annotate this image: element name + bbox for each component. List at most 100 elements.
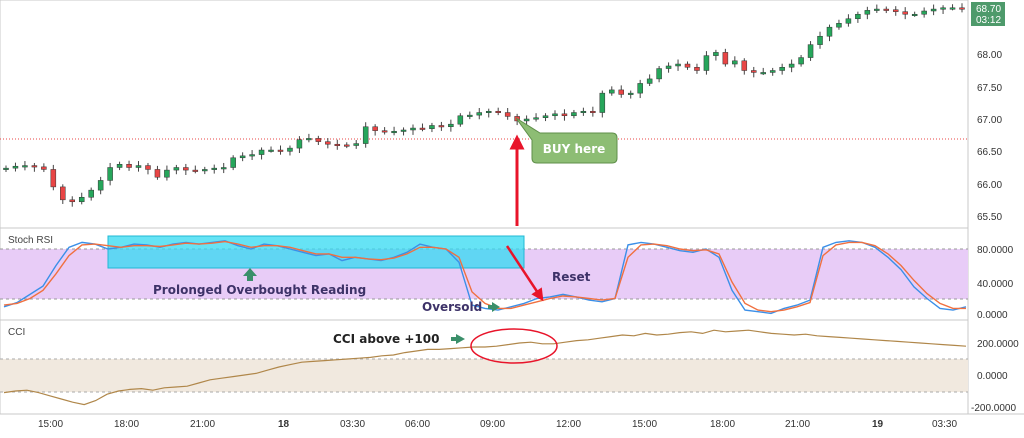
candle-body (268, 149, 274, 152)
time-tick-day: 19 (872, 419, 884, 430)
candle-body (874, 8, 880, 11)
candle-body (552, 113, 558, 117)
time-tick: 03:30 (340, 419, 365, 430)
candle-body (12, 165, 19, 169)
candle-body (97, 180, 104, 191)
candle-body (590, 110, 596, 113)
candle-body (675, 63, 681, 67)
candle-body (344, 144, 350, 147)
candle-body (22, 165, 28, 168)
stoch-rsi-title: Stoch RSI (8, 235, 53, 246)
candle-body (826, 26, 833, 37)
price-tick: 67.50 (977, 83, 1002, 94)
candle-body (807, 44, 814, 58)
candle-body (78, 196, 85, 203)
candle-body (713, 52, 719, 56)
candle-body (940, 7, 946, 10)
candle-body (732, 60, 738, 65)
candle-body (31, 165, 38, 168)
candle-body (60, 186, 66, 201)
candle-body (116, 164, 123, 168)
price-tick: 66.00 (977, 180, 1002, 191)
candle-body (429, 125, 435, 129)
candle-body (277, 149, 284, 152)
candle-body (694, 67, 700, 71)
price-axis: 65.50 66.00 66.50 67.00 67.50 68.00 68.5… (977, 18, 1002, 223)
candle-body (930, 8, 937, 12)
time-tick: 21:00 (190, 419, 215, 430)
candle-body (183, 167, 189, 171)
candle-body (485, 110, 492, 113)
countdown-label: 03:12 (976, 15, 1001, 26)
candle-body (779, 67, 785, 71)
candle-body (230, 157, 236, 168)
candle-body (855, 13, 861, 20)
candle-body (741, 60, 748, 71)
candle-body (523, 118, 530, 122)
candle-body (448, 123, 454, 128)
candle-body (883, 8, 890, 11)
candle-body (438, 125, 445, 128)
time-tick: 21:00 (785, 419, 810, 430)
cci-tick: -200.0000 (971, 403, 1016, 414)
candle-body (646, 78, 653, 84)
time-tick: 12:00 (556, 419, 581, 430)
cci-tick: 0.0000 (977, 371, 1008, 382)
candle-body (467, 114, 473, 117)
candle-body (656, 68, 662, 80)
candle-body (571, 112, 577, 117)
cci-line (3, 329, 967, 406)
time-tick: 15:00 (632, 419, 657, 430)
price-tick: 67.00 (977, 115, 1002, 126)
candle-body (504, 112, 511, 117)
candle-body (400, 129, 407, 132)
time-tick-day: 18 (278, 419, 290, 430)
candle-body (703, 55, 710, 71)
last-price-badge (971, 2, 1005, 26)
cci-above-label: CCI above +100 (333, 332, 439, 346)
price-tick: 68.00 (977, 50, 1002, 61)
stoch-rsi-series-line (3, 240, 966, 313)
candle-body (258, 149, 265, 155)
time-tick: 06:00 (405, 419, 430, 430)
stoch-tick: 80.0000 (977, 245, 1014, 256)
candle-body (239, 155, 246, 159)
reset-label: Reset (552, 270, 591, 284)
candle-body (788, 63, 795, 68)
candle-body (921, 10, 927, 15)
buy-here-label: BUY here (543, 142, 606, 156)
candle-body (249, 154, 255, 157)
price-tick: 65.50 (977, 212, 1002, 223)
right-arrow-icon (451, 334, 465, 344)
candle-body (911, 13, 918, 16)
stoch-rsi-lines (3, 240, 967, 315)
candle-body (817, 35, 823, 45)
candle-body (107, 167, 113, 181)
candle-body (495, 110, 501, 113)
candle-body (618, 89, 624, 95)
candle-body (211, 167, 217, 170)
candle-body (760, 72, 766, 75)
cci-axis: 200.0000 0.0000 -200.0000 (971, 339, 1019, 414)
reset-arrow (505, 245, 544, 302)
candle-body (306, 138, 312, 141)
candle-body (864, 10, 871, 15)
stoch-tick: 40.0000 (977, 279, 1014, 290)
right-arrow-icon (488, 302, 500, 312)
prolonged-overbought-label: Prolonged Overbought Reading (153, 283, 366, 297)
time-tick: 18:00 (114, 419, 139, 430)
buy-callout (515, 117, 618, 164)
candle-body (3, 167, 9, 170)
candle-body (836, 23, 842, 28)
candle-body (381, 130, 388, 133)
candle-body (419, 127, 426, 130)
candle-body (154, 169, 161, 178)
stoch-axis: 80.0000 40.0000 0.0000 (977, 245, 1014, 321)
candle-body (457, 115, 464, 125)
candle-body (542, 115, 549, 118)
candle-body (599, 92, 606, 113)
candlestick-series (3, 3, 965, 207)
candle-body (126, 164, 132, 168)
